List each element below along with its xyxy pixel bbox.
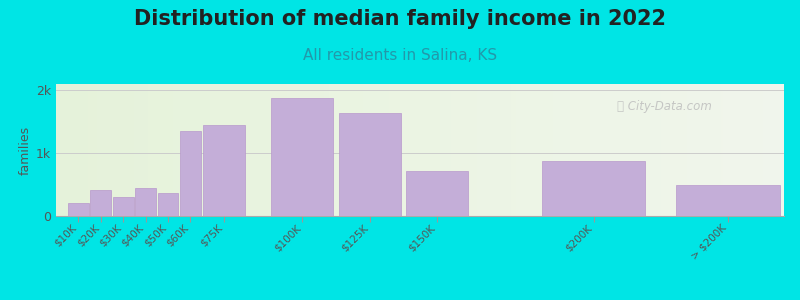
Bar — [158, 193, 178, 216]
Bar — [338, 113, 401, 216]
Bar — [677, 184, 779, 216]
Bar — [542, 161, 645, 216]
Bar — [180, 131, 201, 216]
Bar — [406, 171, 468, 216]
Text: ⓘ City-Data.com: ⓘ City-Data.com — [617, 100, 711, 113]
Bar — [113, 196, 134, 216]
Text: All residents in Salina, KS: All residents in Salina, KS — [303, 48, 497, 63]
Bar — [271, 98, 334, 216]
Bar — [68, 203, 89, 216]
Bar — [90, 190, 111, 216]
Bar — [135, 188, 156, 216]
Text: Distribution of median family income in 2022: Distribution of median family income in … — [134, 9, 666, 29]
Y-axis label: families: families — [19, 125, 32, 175]
Bar — [203, 125, 245, 216]
